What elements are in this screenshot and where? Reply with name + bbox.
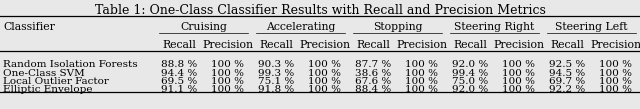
Text: 100 %: 100 % (502, 77, 535, 85)
Text: 100 %: 100 % (308, 84, 341, 94)
Text: 92.0 %: 92.0 % (452, 60, 488, 69)
Text: One-Class SVM: One-Class SVM (3, 68, 84, 77)
Text: Elliptic Envelope: Elliptic Envelope (3, 84, 93, 94)
Text: 67.6 %: 67.6 % (355, 77, 392, 85)
Text: 100 %: 100 % (211, 68, 244, 77)
Text: 92.0 %: 92.0 % (452, 84, 488, 94)
Text: 88.4 %: 88.4 % (355, 84, 392, 94)
Text: Steering Left: Steering Left (556, 22, 628, 32)
Text: Classifier: Classifier (3, 22, 55, 32)
Text: 100 %: 100 % (405, 77, 438, 85)
Text: 100 %: 100 % (599, 84, 632, 94)
Text: 94.4 %: 94.4 % (161, 68, 197, 77)
Text: 87.7 %: 87.7 % (355, 60, 392, 69)
Text: 88.8 %: 88.8 % (161, 60, 197, 69)
Text: 92.5 %: 92.5 % (549, 60, 586, 69)
Text: Precision: Precision (396, 40, 447, 50)
Text: 100 %: 100 % (405, 68, 438, 77)
Text: 100 %: 100 % (599, 77, 632, 85)
Text: 100 %: 100 % (211, 60, 244, 69)
Text: 100 %: 100 % (599, 68, 632, 77)
Text: Recall: Recall (356, 40, 390, 50)
Text: 100 %: 100 % (211, 84, 244, 94)
Text: 38.6 %: 38.6 % (355, 68, 392, 77)
Text: Table 1: One-Class Classifier Results with Recall and Precision Metrics: Table 1: One-Class Classifier Results wi… (95, 4, 545, 17)
Text: 99.3 %: 99.3 % (258, 68, 294, 77)
Text: 91.1 %: 91.1 % (161, 84, 197, 94)
Text: Recall: Recall (453, 40, 487, 50)
Text: 69.5 %: 69.5 % (161, 77, 197, 85)
Text: 92.2 %: 92.2 % (549, 84, 586, 94)
Text: 94.5 %: 94.5 % (549, 68, 586, 77)
Text: Local Outlier Factor: Local Outlier Factor (3, 77, 109, 85)
Text: 91.8 %: 91.8 % (258, 84, 294, 94)
Text: 100 %: 100 % (308, 77, 341, 85)
Text: Precision: Precision (202, 40, 253, 50)
Text: Random Isolation Forests: Random Isolation Forests (3, 60, 138, 69)
Text: 100 %: 100 % (502, 84, 535, 94)
Text: Precision: Precision (590, 40, 640, 50)
Text: Recall: Recall (259, 40, 293, 50)
Text: Steering Right: Steering Right (454, 22, 534, 32)
Text: Precision: Precision (300, 40, 350, 50)
Text: 99.4 %: 99.4 % (452, 68, 488, 77)
Text: 100 %: 100 % (308, 68, 341, 77)
Text: Accelerating: Accelerating (266, 22, 335, 32)
Text: 100 %: 100 % (502, 68, 535, 77)
Text: 100 %: 100 % (405, 84, 438, 94)
Text: Stopping: Stopping (372, 22, 422, 32)
Text: 90.3 %: 90.3 % (258, 60, 294, 69)
Text: 75.1 %: 75.1 % (258, 77, 294, 85)
Text: 75.0 %: 75.0 % (452, 77, 488, 85)
Text: Recall: Recall (550, 40, 584, 50)
Text: Recall: Recall (163, 40, 196, 50)
Text: 100 %: 100 % (502, 60, 535, 69)
Text: 100 %: 100 % (405, 60, 438, 69)
Text: Cruising: Cruising (180, 22, 227, 32)
Text: Precision: Precision (493, 40, 544, 50)
Text: 100 %: 100 % (308, 60, 341, 69)
Text: 100 %: 100 % (599, 60, 632, 69)
Text: 69.7 %: 69.7 % (549, 77, 586, 85)
Text: 100 %: 100 % (211, 77, 244, 85)
